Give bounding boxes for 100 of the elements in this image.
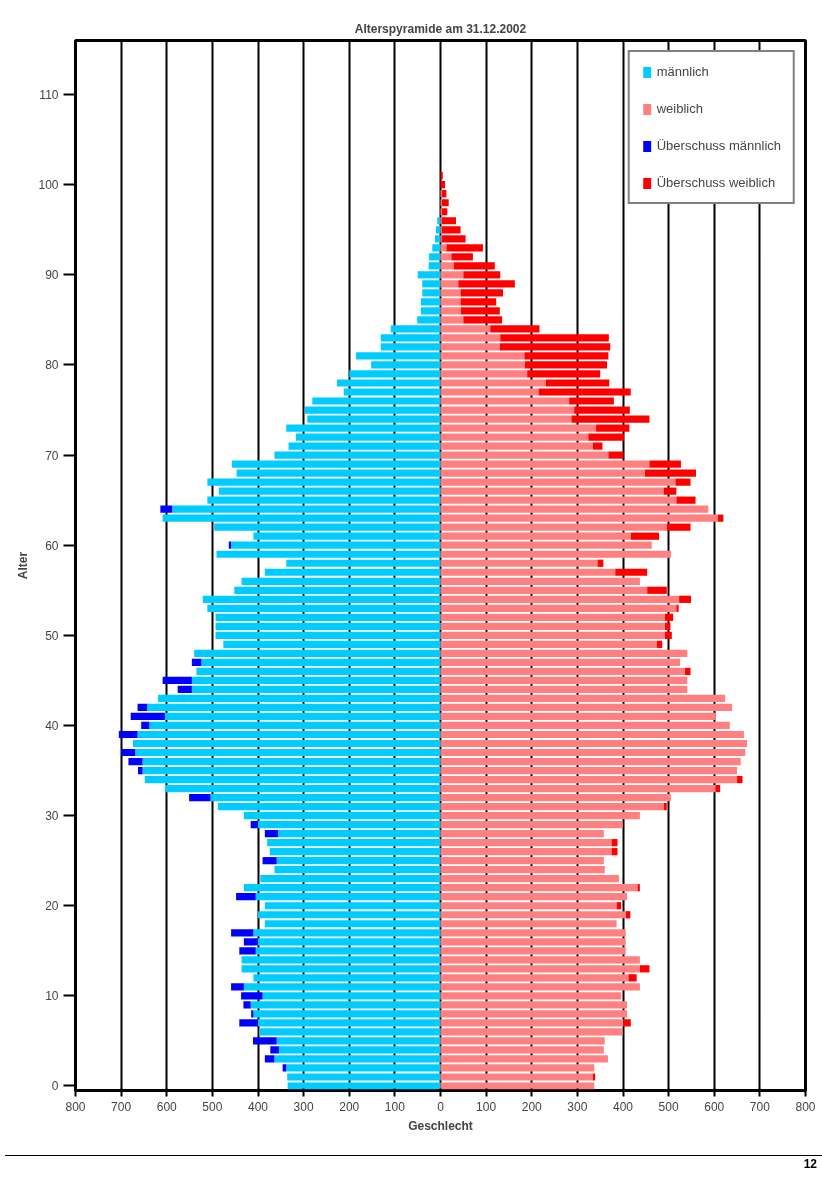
bar — [202, 595, 441, 603]
bar — [440, 640, 657, 648]
bar — [231, 929, 254, 937]
legend-label: Überschuss männlich — [656, 138, 781, 153]
bar — [440, 271, 464, 279]
bar — [440, 965, 640, 973]
bar — [215, 622, 441, 630]
bar — [253, 974, 441, 982]
bar — [258, 821, 441, 829]
bar — [461, 307, 500, 315]
bar — [440, 289, 461, 297]
bar — [440, 649, 688, 657]
bar — [685, 667, 691, 676]
bar — [218, 487, 441, 495]
bar — [239, 1019, 258, 1027]
bar — [132, 739, 441, 748]
y-tick-label: 0 — [51, 1079, 59, 1094]
bar — [649, 460, 681, 468]
bar — [440, 857, 604, 865]
x-axis-title: Geschlecht — [408, 1118, 473, 1133]
bar — [440, 766, 738, 775]
bar — [440, 938, 626, 946]
bar — [440, 685, 688, 694]
bar — [264, 568, 441, 576]
bar — [243, 1001, 251, 1009]
bar — [172, 505, 441, 513]
bar — [147, 703, 441, 712]
bar — [255, 893, 441, 901]
bar — [440, 730, 744, 739]
bar — [191, 685, 441, 694]
bar — [164, 784, 441, 793]
bar — [630, 532, 660, 540]
bar — [177, 685, 192, 694]
y-tick-label: 30 — [45, 809, 59, 824]
bar — [142, 757, 441, 766]
bar — [243, 938, 258, 946]
y-tick-label: 40 — [45, 718, 59, 733]
x-tick-label: 800 — [65, 1099, 86, 1114]
bar — [717, 514, 724, 522]
bar — [440, 748, 746, 757]
bar — [676, 496, 696, 504]
bar — [440, 478, 676, 486]
bar — [189, 793, 211, 802]
bar — [231, 460, 441, 468]
bar — [191, 676, 441, 685]
bar — [458, 280, 515, 288]
bar — [210, 793, 441, 802]
bar — [440, 550, 671, 558]
bar — [737, 775, 743, 784]
bar — [440, 793, 671, 802]
bar — [160, 505, 173, 513]
bar — [663, 487, 677, 495]
bar — [267, 839, 441, 847]
bar — [440, 775, 738, 784]
bar — [664, 613, 674, 621]
bar — [440, 821, 623, 829]
x-tick-label: 100 — [384, 1099, 406, 1114]
bar — [241, 965, 441, 973]
bar — [429, 253, 441, 261]
bar — [262, 992, 441, 1000]
bar — [440, 920, 617, 928]
bar — [623, 1019, 631, 1027]
bar — [440, 830, 604, 838]
bar — [137, 703, 148, 712]
x-tick-label: 600 — [704, 1099, 725, 1114]
bar — [243, 884, 441, 892]
bar — [440, 884, 638, 892]
bar — [440, 757, 741, 766]
x-tick-label: 200 — [339, 1099, 360, 1114]
bar — [420, 307, 441, 315]
bar — [162, 676, 192, 685]
bar — [440, 487, 664, 495]
bar — [141, 721, 150, 730]
bar — [435, 235, 441, 243]
bar — [628, 974, 637, 982]
bar — [121, 748, 136, 757]
bar — [676, 604, 679, 612]
bar — [196, 667, 441, 676]
x-tick-label: 100 — [476, 1099, 497, 1114]
bar — [597, 559, 604, 567]
bar — [241, 992, 263, 1000]
bar — [440, 812, 640, 820]
bar — [440, 902, 617, 910]
bar — [441, 208, 448, 216]
y-tick-label: 50 — [45, 628, 59, 643]
bar — [440, 667, 686, 676]
bar — [264, 830, 279, 838]
bar — [440, 298, 461, 306]
bar — [262, 857, 277, 865]
x-tick-label: 400 — [247, 1099, 269, 1114]
x-tick-label: 400 — [612, 1099, 634, 1114]
bar — [663, 802, 667, 811]
bar — [417, 271, 441, 279]
bar — [446, 244, 483, 252]
bar — [639, 965, 650, 973]
bar — [440, 496, 677, 504]
x-tick-label: 300 — [293, 1099, 314, 1114]
bar — [231, 541, 441, 549]
bar — [440, 559, 598, 567]
y-tick-label: 10 — [45, 989, 59, 1004]
